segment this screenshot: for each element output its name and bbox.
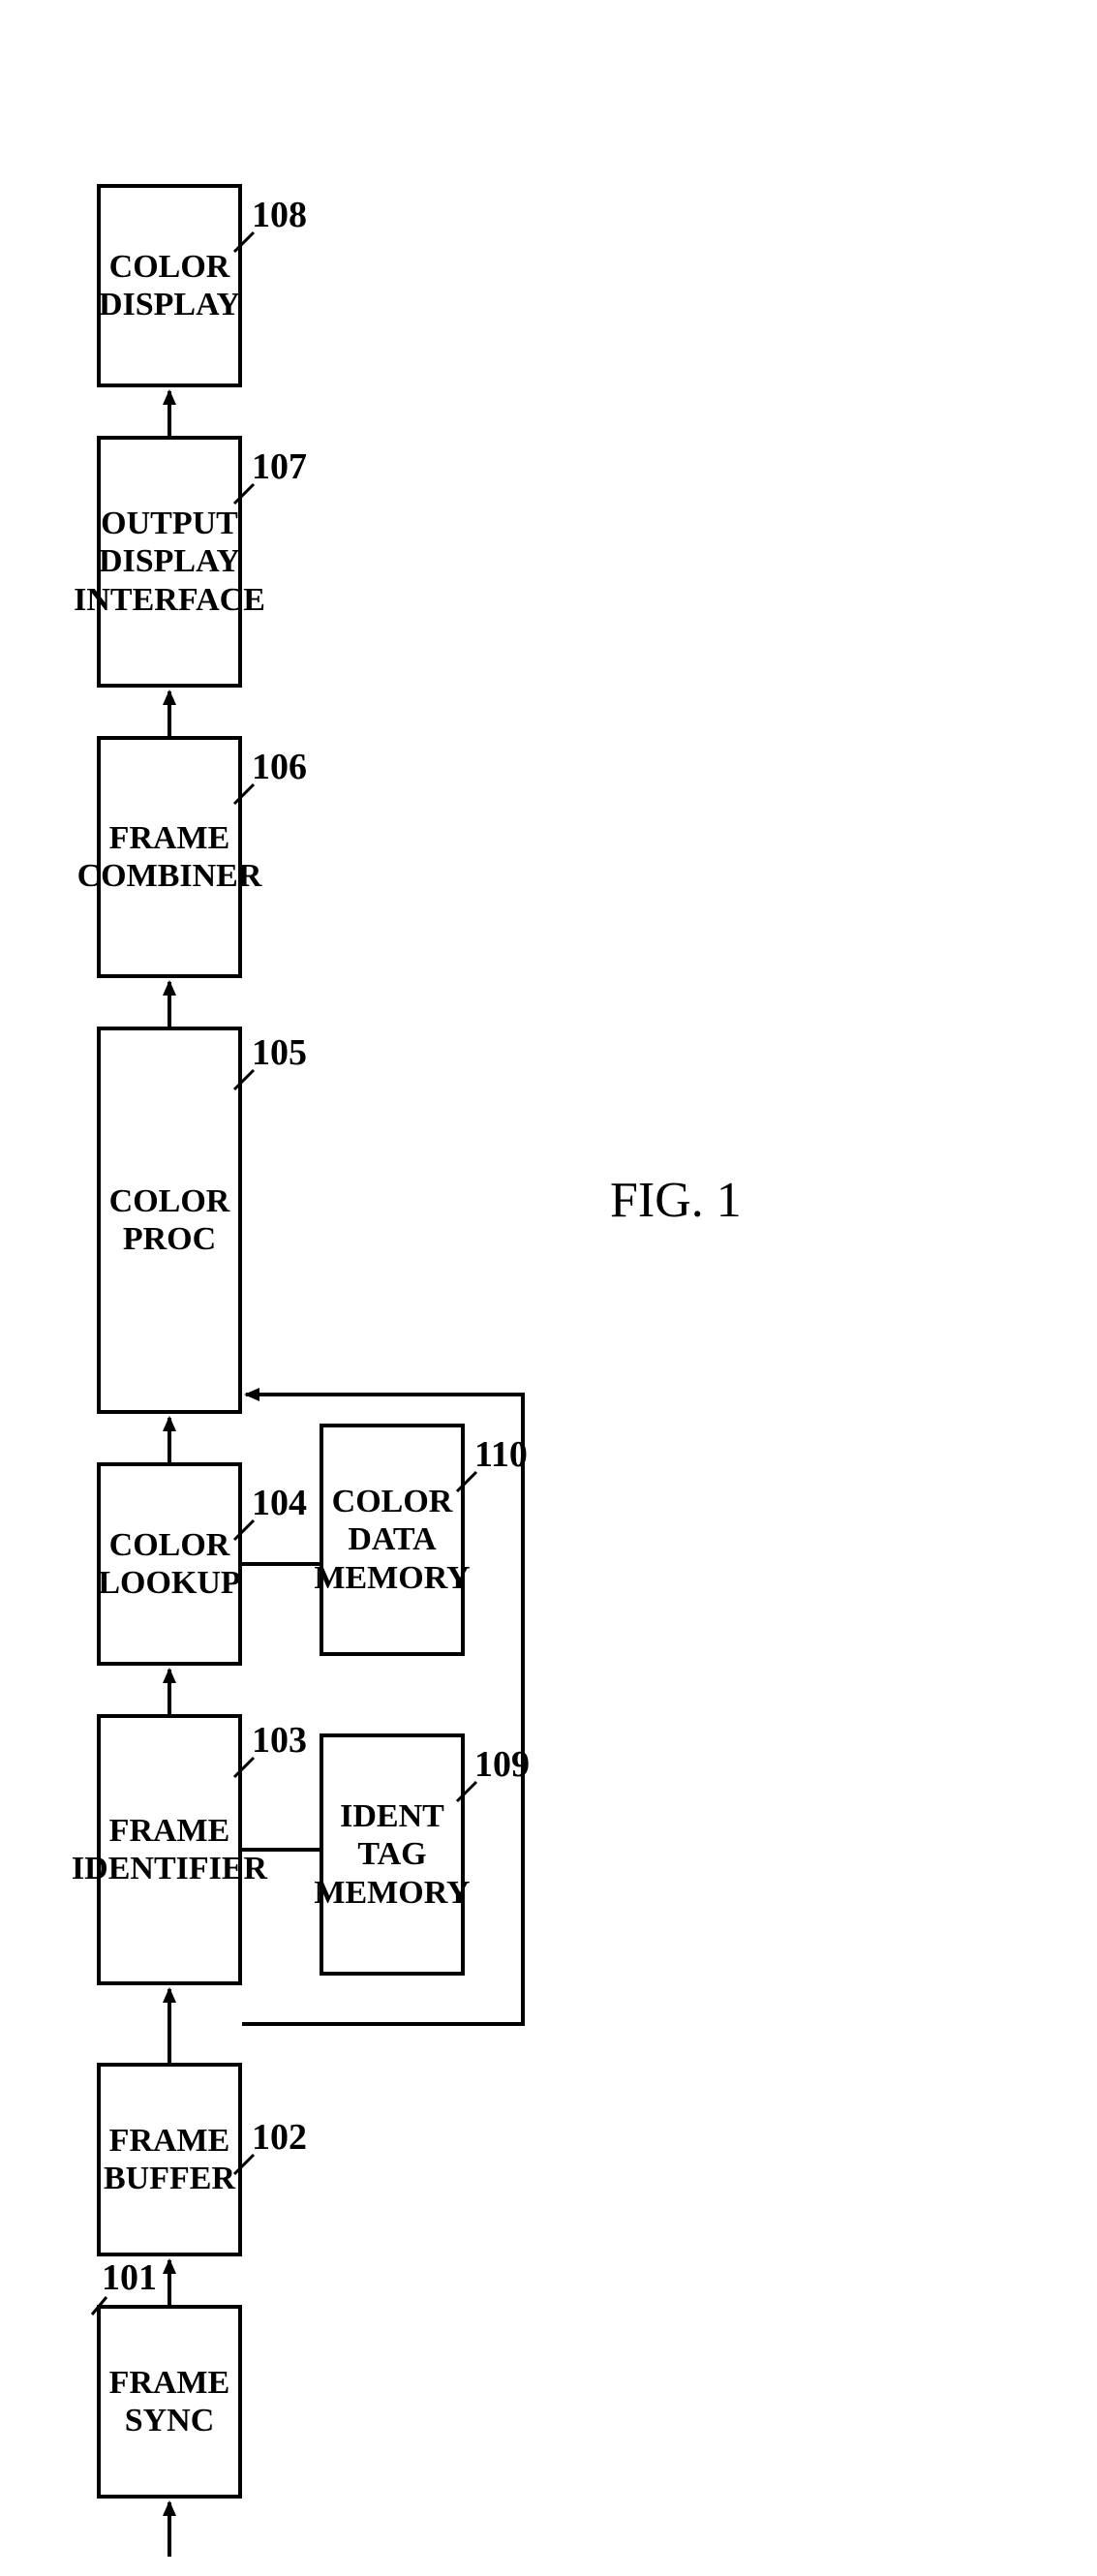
ref-106: 106 [252,746,307,788]
ref-107: 107 [252,445,307,488]
ref-108: 108 [252,194,307,236]
node-color-data-memory: COLORDATAMEMORY [320,1424,465,1656]
node-label: FRAMESYNC [109,2364,230,2439]
ref-101: 101 [102,2256,157,2299]
node-ident-tag-memory: IDENT TAGMEMORY [320,1733,465,1976]
node-frame-combiner: FRAMECOMBINER [97,736,242,978]
node-label: FRAMEBUFFER [104,2122,235,2197]
figure-canvas: FRAMESYNC FRAMEBUFFER FRAMEIDENTIFIER CO… [0,0,1097,2576]
node-output-display: OUTPUTDISPLAYINTERFACE [97,436,242,688]
node-label: OUTPUTDISPLAYINTERFACE [74,505,265,618]
node-frame-sync: FRAMESYNC [97,2305,242,2499]
node-label: COLORDISPLAY [99,248,240,323]
node-label: COLORPROC [109,1182,230,1258]
ref-103: 103 [252,1719,307,1762]
node-label: IDENT TAGMEMORY [314,1797,470,1911]
ref-109: 109 [474,1743,530,1786]
node-frame-identifier: FRAMEIDENTIFIER [97,1714,242,1985]
ref-102: 102 [252,2116,307,2159]
node-color-proc: COLORPROC [97,1027,242,1414]
ref-104: 104 [252,1482,307,1524]
node-frame-buffer: FRAMEBUFFER [97,2063,242,2256]
node-label: FRAMEIDENTIFIER [72,1812,267,1887]
ref-110: 110 [474,1433,528,1476]
node-color-display: COLORDISPLAY [97,184,242,387]
node-label: FRAMECOMBINER [77,819,262,895]
node-label: COLORDATAMEMORY [314,1483,470,1596]
node-color-lookup: COLORLOOKUP [97,1462,242,1666]
figure-caption: FIG. 1 [610,1172,742,1229]
ref-105: 105 [252,1031,307,1074]
node-label: COLORLOOKUP [98,1526,240,1602]
